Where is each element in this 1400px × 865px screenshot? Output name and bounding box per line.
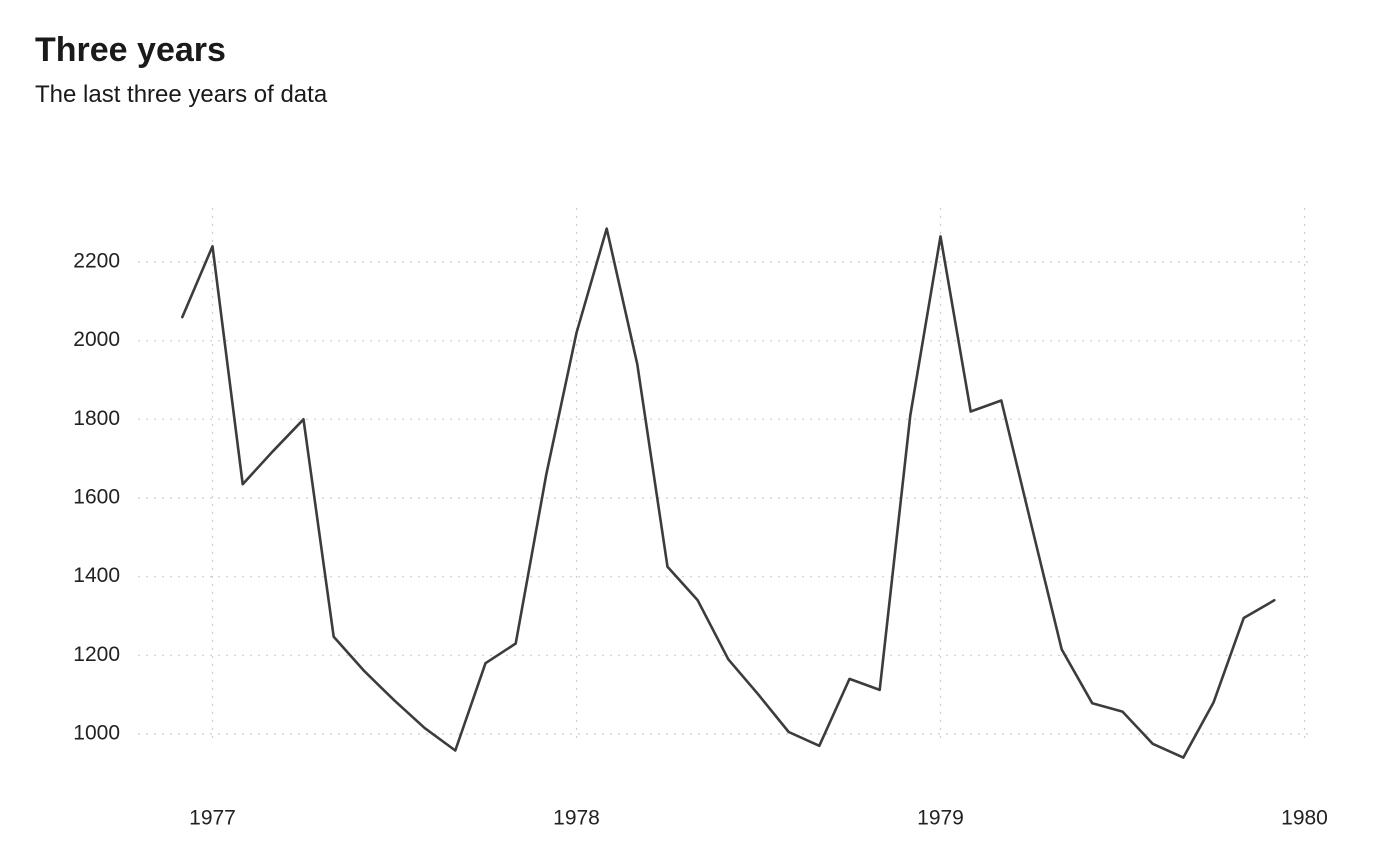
- y-tick-label: 1200: [73, 643, 120, 666]
- series-layer: [181, 227, 1276, 759]
- x-tick-label: 1978: [553, 807, 600, 830]
- chart-subtitle: The last three years of data: [35, 81, 328, 108]
- y-tick-label: 2200: [73, 250, 120, 273]
- x-tick-label: 1977: [189, 807, 236, 830]
- y-tick-label: 1400: [73, 564, 120, 587]
- y-tick-label: 1000: [73, 722, 120, 745]
- x-tick-label: 1980: [1281, 807, 1328, 830]
- x-tick-label: 1979: [917, 807, 964, 830]
- chart-title: Three years: [35, 31, 226, 69]
- x-axis: 1977 1978 1979 1980: [189, 807, 1328, 830]
- y-tick-label: 1800: [73, 407, 120, 430]
- series-line: [181, 227, 1276, 759]
- y-tick-label: 1600: [73, 486, 120, 509]
- gridlines: [138, 208, 1310, 744]
- y-tick-label: 2000: [73, 328, 120, 351]
- y-axis: 1000 1200 1400 1600 1800 2000 2200: [73, 250, 120, 745]
